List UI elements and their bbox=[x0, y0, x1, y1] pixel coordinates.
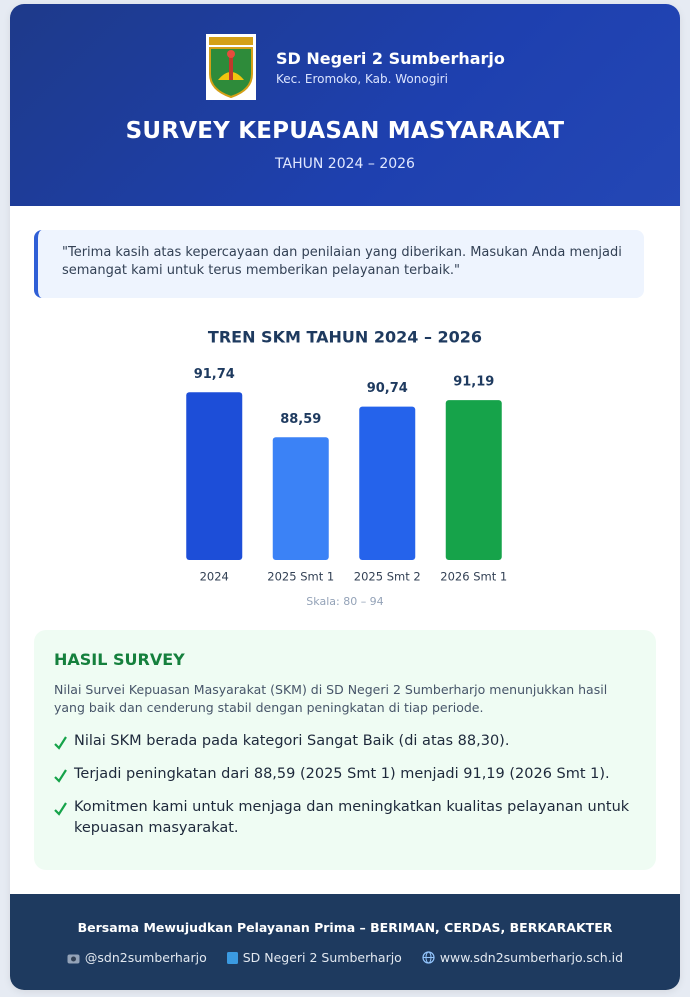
check-icon bbox=[54, 802, 67, 816]
result-text: Terjadi peningkatan dari 88,59 (2025 Smt… bbox=[74, 766, 610, 782]
result-item: Komitmen kami untuk menjaga dan meningka… bbox=[54, 797, 636, 839]
result-item: Nilai SKM berada pada kategori Sangat Ba… bbox=[54, 731, 636, 752]
bar bbox=[445, 400, 502, 560]
book-icon bbox=[226, 952, 238, 964]
header: SD Negeri 2 Sumberharjo Kec. Eromoko, Ka… bbox=[10, 4, 680, 206]
result-text: Komitmen kami untuk menjaga dan meningka… bbox=[74, 799, 630, 836]
check-icon bbox=[54, 736, 67, 750]
value-label: 90,74 bbox=[367, 381, 408, 396]
scale-label: Skala: 80 – 94 bbox=[306, 595, 383, 608]
camera-icon bbox=[67, 954, 80, 964]
x-tick-label: 2026 Smt 1 bbox=[440, 570, 507, 584]
quote: "Terima kasih atas kepercayaan dan penil… bbox=[34, 230, 644, 298]
value-label: 88,59 bbox=[280, 412, 321, 427]
contact-links: @sdn2sumberharjo SD Negeri 2 Sumberharjo… bbox=[10, 950, 680, 965]
facebook-text: SD Negeri 2 Sumberharjo bbox=[242, 950, 402, 965]
chart: TREN SKM TAHUN 2024 – 2026 Skala: 80 – 9… bbox=[186, 328, 507, 608]
results-box: HASIL SURVEY Nilai Survei Kepuasan Masya… bbox=[34, 630, 656, 870]
chart-title: TREN SKM TAHUN 2024 – 2026 bbox=[208, 328, 482, 347]
page-subtitle: TAHUN 2024 – 2026 bbox=[275, 156, 415, 172]
value-label: 91,19 bbox=[453, 375, 494, 390]
bar bbox=[186, 392, 243, 560]
check-icon bbox=[54, 769, 67, 783]
page-title: SURVEY KEPUASAN MASYARAKAT bbox=[125, 118, 565, 144]
instagram-link[interactable]: @sdn2sumberharjo bbox=[67, 950, 207, 965]
result-text: Nilai SKM berada pada kategori Sangat Ba… bbox=[74, 733, 510, 749]
school-name: SD Negeri 2 Sumberharjo bbox=[276, 49, 505, 68]
instagram-text: @sdn2sumberharjo bbox=[84, 950, 207, 965]
value-label: 91,74 bbox=[194, 367, 235, 382]
results-title: HASIL SURVEY bbox=[54, 650, 185, 669]
x-tick-label: 2025 Smt 1 bbox=[267, 570, 334, 584]
result-item: Terjadi peningkatan dari 88,59 (2025 Smt… bbox=[54, 764, 636, 785]
bar bbox=[272, 437, 329, 560]
motto: Bersama Mewujudkan Pelayanan Prima – BER… bbox=[77, 920, 613, 935]
footer: Bersama Mewujudkan Pelayanan Prima – BER… bbox=[10, 894, 680, 990]
globe-icon bbox=[422, 951, 435, 964]
x-tick-label: 2025 Smt 2 bbox=[354, 570, 421, 584]
x-tick-label: 2024 bbox=[200, 570, 229, 584]
results-text: Nilai Survei Kepuasan Masyarakat (SKM) d… bbox=[54, 682, 608, 715]
card: SD Negeri 2 Sumberharjo Kec. Eromoko, Ka… bbox=[10, 4, 680, 990]
school-logo bbox=[206, 34, 256, 100]
school-location: Kec. Eromoko, Kab. Wonogiri bbox=[276, 72, 448, 86]
facebook-link[interactable]: SD Negeri 2 Sumberharjo bbox=[226, 950, 402, 965]
bar bbox=[359, 406, 416, 560]
website-link[interactable]: www.sdn2sumberharjo.sch.id bbox=[422, 950, 623, 965]
website-text: www.sdn2sumberharjo.sch.id bbox=[439, 950, 624, 965]
